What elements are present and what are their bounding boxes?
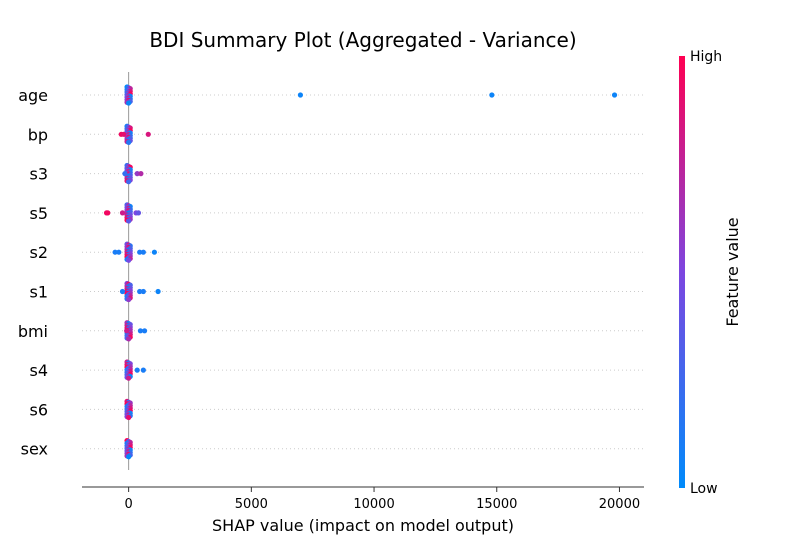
point-bp — [126, 139, 132, 145]
x-tick-label: 0 — [124, 497, 132, 512]
point-bmi — [124, 328, 130, 334]
point-s6 — [126, 414, 132, 421]
point-age — [611, 92, 618, 98]
x-tick-label: 10000 — [353, 497, 394, 512]
cluster-s6 — [124, 398, 133, 421]
point-s1 — [137, 288, 143, 295]
cluster-age — [124, 84, 133, 106]
point-bmi — [141, 328, 148, 334]
cluster-s5 — [124, 202, 133, 224]
colorbar — [679, 56, 685, 488]
point-s1 — [140, 288, 146, 295]
colorbar-high-label: High — [690, 49, 722, 65]
point-s1 — [126, 296, 132, 303]
x-tick-label: 5000 — [235, 497, 268, 512]
feature-label-s3: s3 — [29, 165, 48, 184]
point-bp — [145, 131, 151, 137]
point-sex — [126, 454, 132, 460]
feature-gridlines — [82, 94, 644, 450]
point-age — [297, 92, 304, 98]
feature-label-s4: s4 — [29, 361, 48, 380]
feature-label-bmi: bmi — [18, 322, 48, 341]
point-s1 — [119, 288, 126, 295]
point-age — [126, 100, 132, 106]
point-s3 — [138, 171, 144, 177]
point-s5 — [105, 210, 111, 216]
point-s3 — [134, 171, 140, 177]
point-s1 — [155, 288, 161, 295]
point-s4 — [140, 367, 146, 373]
cluster-bp — [124, 123, 133, 145]
point-s3 — [122, 171, 128, 177]
point-s2 — [112, 249, 118, 255]
cluster-sex — [124, 438, 133, 460]
point-bp — [121, 131, 127, 137]
feature-label-bp: bp — [28, 125, 48, 144]
feature-label-age: age — [18, 86, 48, 105]
point-s4 — [126, 375, 132, 381]
feature-label-s2: s2 — [29, 243, 48, 262]
points-layer — [103, 84, 618, 460]
point-s2 — [126, 257, 132, 263]
colorbar-low-label: Low — [690, 481, 718, 497]
point-s2 — [151, 249, 157, 255]
cluster-s2 — [124, 241, 133, 263]
point-s4 — [134, 367, 140, 373]
point-s2 — [116, 249, 122, 255]
feature-label-s6: s6 — [29, 400, 48, 419]
x-axis-ticks: 0 5000 10000 15000 20000 — [124, 487, 640, 512]
point-age — [489, 92, 495, 98]
point-s3 — [126, 179, 132, 185]
feature-label-s5: s5 — [29, 204, 48, 223]
point-s2 — [140, 249, 146, 255]
feature-labels: age bp s3 s5 s2 s1 bmi s4 s6 sex — [18, 86, 48, 459]
cluster-s4 — [124, 359, 133, 381]
cluster-s1 — [124, 280, 133, 303]
point-s5 — [126, 218, 132, 224]
feature-label-s1: s1 — [29, 283, 48, 302]
point-s2 — [137, 249, 143, 255]
point-bmi — [126, 336, 132, 342]
point-bmi — [137, 328, 144, 334]
x-tick-label: 15000 — [476, 497, 517, 512]
x-axis-label: SHAP value (impact on model output) — [212, 516, 514, 535]
point-s5 — [119, 210, 126, 216]
cluster-s3 — [124, 162, 133, 185]
x-tick-label: 20000 — [599, 497, 640, 512]
colorbar-title: Feature value — [723, 217, 742, 326]
feature-label-sex: sex — [21, 440, 48, 459]
point-s5 — [135, 210, 142, 216]
chart-title: BDI Summary Plot (Aggregated - Variance) — [149, 28, 576, 52]
